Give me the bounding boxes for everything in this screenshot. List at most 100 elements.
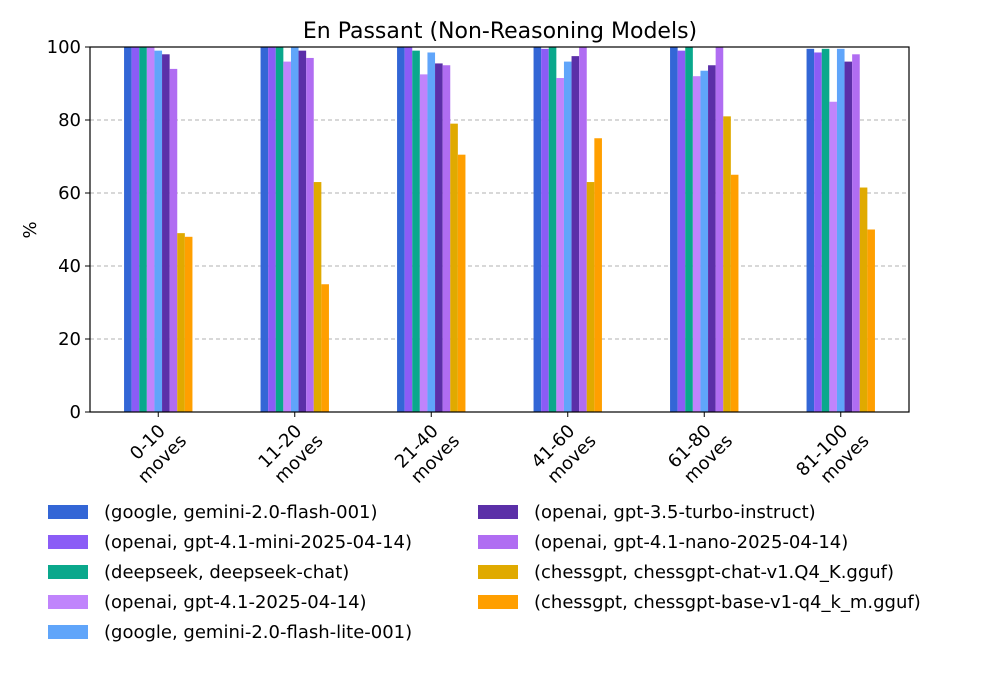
legend-item: (deepseek, deepseek-chat) bbox=[48, 557, 412, 587]
legend-swatch bbox=[48, 595, 88, 609]
legend-label: (google, gemini-2.0-flash-001) bbox=[104, 501, 378, 523]
bar bbox=[594, 138, 602, 412]
y-tick-label: 40 bbox=[58, 256, 81, 277]
bar bbox=[867, 229, 875, 412]
legend-label: (openai, gpt-4.1-2025-04-14) bbox=[104, 591, 367, 613]
bar bbox=[692, 76, 701, 412]
legend-label: (openai, gpt-3.5-turbo-instruct) bbox=[534, 501, 816, 523]
legend-item: (openai, gpt-4.1-nano-2025-04-14) bbox=[478, 527, 921, 557]
bar bbox=[404, 47, 413, 412]
legend-label: (openai, gpt-4.1-nano-2025-04-14) bbox=[534, 531, 849, 553]
bar bbox=[268, 47, 276, 412]
bar bbox=[859, 187, 868, 412]
bar bbox=[821, 48, 830, 412]
bar bbox=[814, 52, 822, 412]
legend-swatch bbox=[478, 505, 518, 519]
bar bbox=[677, 50, 686, 413]
bar bbox=[162, 54, 170, 413]
legend-label: (chessgpt, chessgpt-chat-v1.Q4_K.gguf) bbox=[534, 561, 895, 583]
legend-label: (openai, gpt-4.1-mini-2025-04-14) bbox=[104, 531, 413, 553]
bar bbox=[298, 50, 307, 413]
legend-item: (google, gemini-2.0-flash-001) bbox=[48, 497, 412, 527]
legend-swatch bbox=[478, 535, 518, 549]
bar bbox=[139, 47, 147, 412]
bar bbox=[852, 54, 860, 413]
legend: (google, gemini-2.0-flash-001) (openai, g… bbox=[48, 497, 988, 647]
legend-column-left: (google, gemini-2.0-flash-001) (openai, g… bbox=[48, 497, 412, 647]
bar bbox=[533, 47, 542, 412]
legend-item: (google, gemini-2.0-flash-lite-001) bbox=[48, 617, 412, 647]
bar bbox=[131, 47, 140, 412]
legend-item: (openai, gpt-4.1-2025-04-14) bbox=[48, 587, 412, 617]
bar bbox=[442, 65, 451, 412]
legend-column-right: (openai, gpt-3.5-turbo-instruct) (openai,… bbox=[478, 497, 921, 617]
legend-swatch bbox=[48, 625, 88, 639]
bar bbox=[670, 47, 678, 412]
bar bbox=[541, 48, 549, 412]
bar bbox=[412, 50, 420, 413]
bar bbox=[685, 47, 693, 412]
bar bbox=[184, 236, 193, 412]
bar bbox=[708, 65, 716, 412]
bar bbox=[586, 182, 595, 412]
bar bbox=[563, 61, 572, 412]
bar bbox=[397, 47, 405, 412]
legend-swatch bbox=[478, 565, 518, 579]
y-tick-label: 20 bbox=[58, 329, 81, 350]
legend-item: (chessgpt, chessgpt-base-v1-q4_k_m.gguf) bbox=[478, 587, 921, 617]
bar bbox=[457, 154, 466, 413]
bar bbox=[427, 52, 436, 412]
legend-swatch bbox=[48, 505, 88, 519]
bar bbox=[313, 182, 322, 412]
bar bbox=[829, 101, 837, 412]
legend-label: (deepseek, deepseek-chat) bbox=[104, 561, 350, 583]
bar bbox=[124, 47, 132, 412]
legend-label: (google, gemini-2.0-flash-lite-001) bbox=[104, 621, 413, 643]
bar bbox=[715, 47, 724, 412]
legend-swatch bbox=[48, 535, 88, 549]
legend-item: (openai, gpt-3.5-turbo-instruct) bbox=[478, 497, 921, 527]
bar bbox=[700, 70, 709, 412]
bar bbox=[306, 57, 314, 412]
bar bbox=[154, 50, 163, 413]
bar bbox=[146, 47, 155, 412]
bar bbox=[836, 48, 845, 412]
bar bbox=[450, 123, 458, 413]
y-tick-label: 0 bbox=[70, 402, 81, 423]
bar bbox=[579, 47, 587, 412]
plot-frame bbox=[89, 46, 910, 413]
bars bbox=[124, 47, 875, 413]
bar bbox=[321, 284, 329, 412]
bar bbox=[571, 56, 580, 412]
legend-item: (chessgpt, chessgpt-chat-v1.Q4_K.gguf) bbox=[478, 557, 921, 587]
bar bbox=[844, 61, 853, 412]
legend-swatch bbox=[48, 565, 88, 579]
bar bbox=[275, 47, 284, 412]
bar bbox=[283, 61, 291, 412]
legend-label: (chessgpt, chessgpt-base-v1-q4_k_m.gguf) bbox=[534, 591, 921, 613]
bar bbox=[260, 47, 269, 412]
gridlines bbox=[90, 119, 909, 340]
y-tick-label: 60 bbox=[58, 183, 81, 204]
bar bbox=[548, 47, 557, 412]
y-axis-label: % bbox=[20, 221, 41, 238]
bar bbox=[723, 116, 731, 412]
bar bbox=[177, 233, 185, 412]
bar bbox=[730, 174, 739, 412]
y-tick-label: 80 bbox=[58, 110, 81, 131]
y-tick-label: 100 bbox=[47, 37, 81, 58]
legend-swatch bbox=[478, 595, 518, 609]
y-axis: 0 20 40 60 80 100 bbox=[47, 37, 90, 423]
chart-title: En Passant (Non-Reasoning Models) bbox=[303, 19, 697, 44]
bar bbox=[556, 78, 564, 413]
bar bbox=[806, 48, 815, 412]
legend-item: (openai, gpt-4.1-mini-2025-04-14) bbox=[48, 527, 412, 557]
